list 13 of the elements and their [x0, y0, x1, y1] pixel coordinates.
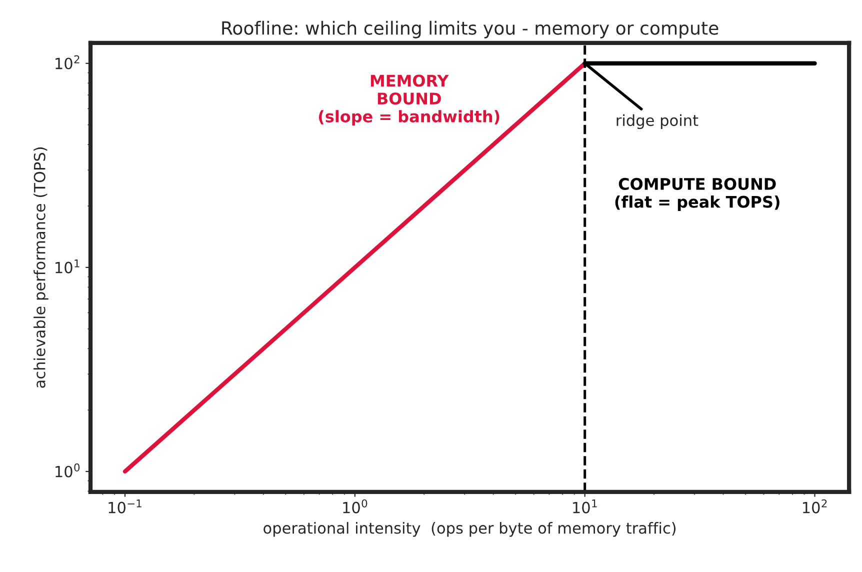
annotation: MEMORY BOUND (slope = bandwidth)	[318, 74, 500, 126]
y-tick-label: 10$^{1}$	[56, 259, 80, 274]
x-axis-title: operational intensity (ops per byte of memory traffic)	[264, 522, 676, 537]
x-tick-label: 10$^{2}$	[802, 499, 827, 514]
annotation: ridge point	[616, 114, 698, 130]
y-axis-title: achievable performance (TOPS)	[34, 147, 48, 388]
x-tick-label: 10$^{0}$	[343, 499, 368, 514]
y-tick-label: 10$^{2}$	[56, 55, 80, 70]
y-tick-label: 10$^{0}$	[56, 463, 80, 478]
x-tick-label: 10$^{−1}$	[108, 500, 142, 514]
chart-title: Roofline: which ceiling limits you - memory or compute	[222, 20, 718, 38]
x-tick-label: 10$^{1}$	[573, 500, 597, 514]
annotation: COMPUTE BOUND (flat = peak TOPS)	[615, 178, 780, 211]
